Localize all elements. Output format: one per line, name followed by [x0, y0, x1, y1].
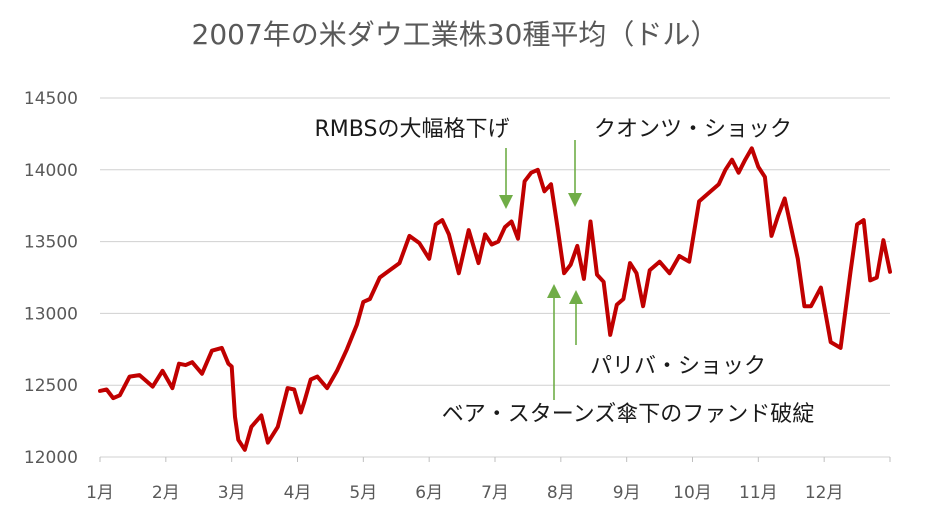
- x-tick-label: 9月: [613, 483, 641, 503]
- x-tick-label: 8月: [547, 483, 575, 503]
- x-tick-label: 4月: [284, 483, 312, 503]
- x-tick-label: 6月: [415, 483, 443, 503]
- arrowhead-paribas-shock: [569, 290, 583, 304]
- annotation-rmbs-downgrade: RMBSの大幅格下げ: [315, 117, 510, 142]
- x-tick-label: 11月: [739, 483, 778, 503]
- y-axis-ticks: 12000 12500 13000 13500 14000 14500: [24, 89, 78, 468]
- y-tick-label: 14500: [24, 89, 78, 109]
- y-tick-label: 12500: [24, 376, 78, 396]
- arrowhead-bear-stearns-funds: [547, 284, 561, 298]
- x-tick-label: 5月: [349, 483, 377, 503]
- series-line-dow-average: [98, 146, 892, 452]
- annotation-paribas-shock: パリバ・ショック: [590, 354, 766, 379]
- x-tick-label: 12月: [805, 483, 844, 503]
- arrowhead-rmbs-downgrade: [499, 195, 513, 209]
- annotation-quant-shock: クオンツ・ショック: [594, 117, 792, 142]
- x-tick-label: 3月: [218, 483, 246, 503]
- y-tick-label: 14000: [24, 161, 78, 181]
- x-tick-label: 1月: [86, 483, 114, 503]
- arrowhead-quant-shock: [568, 193, 582, 207]
- y-tick-label: 13500: [24, 233, 78, 253]
- chart-title: 2007年の米ダウ工業株30種平均（ドル）: [192, 18, 719, 51]
- x-axis-ticks: 1月 2月 3月 4月 5月 6月 7月 8月 9月 10月 11月 12月: [86, 457, 891, 503]
- x-tick-label: 10月: [673, 483, 712, 503]
- y-tick-label: 12000: [24, 448, 78, 468]
- annotation-bear-stearns-funds: ベア・スターンズ傘下のファンド破綻: [442, 402, 814, 427]
- y-tick-label: 13000: [24, 304, 78, 324]
- x-tick-label: 2月: [152, 483, 180, 503]
- series-layer: [98, 146, 892, 452]
- x-tick-label: 7月: [481, 483, 509, 503]
- annotations: RMBSの大幅格下げ クオンツ・ショック パリバ・ショック ベア・スターンズ傘下…: [315, 117, 815, 427]
